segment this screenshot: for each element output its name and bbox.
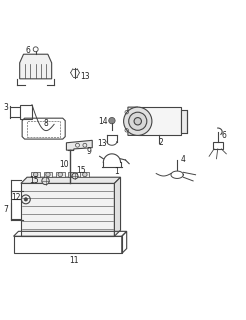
Circle shape (134, 117, 141, 125)
Text: 14: 14 (98, 117, 108, 126)
Text: 15: 15 (76, 166, 86, 175)
Bar (20, 105, 32, 119)
Text: 1: 1 (114, 167, 119, 176)
Bar (138, 107, 181, 135)
Text: 7: 7 (4, 205, 9, 214)
Circle shape (83, 172, 87, 177)
Circle shape (70, 172, 75, 177)
Text: 6: 6 (221, 131, 226, 140)
Text: 2: 2 (159, 138, 164, 147)
Circle shape (58, 172, 62, 177)
Bar (31, 172, 40, 177)
Text: 3: 3 (4, 103, 9, 112)
Bar (21, 183, 114, 236)
Text: 13: 13 (97, 139, 107, 148)
Text: 4: 4 (181, 156, 186, 164)
Polygon shape (114, 177, 121, 236)
Polygon shape (21, 177, 121, 183)
Text: 8: 8 (43, 119, 48, 128)
Text: 12: 12 (11, 193, 21, 202)
Circle shape (42, 177, 49, 185)
Bar (56, 172, 65, 177)
Circle shape (109, 117, 115, 124)
Bar (68, 172, 77, 177)
Bar (181, 110, 187, 132)
Text: 11: 11 (69, 256, 78, 265)
Text: 15: 15 (30, 176, 39, 185)
Bar (44, 172, 52, 177)
Circle shape (33, 172, 38, 177)
Circle shape (129, 112, 147, 130)
Circle shape (24, 198, 28, 201)
Bar (14, 236, 122, 253)
Circle shape (72, 173, 78, 179)
Polygon shape (125, 107, 138, 135)
Polygon shape (20, 54, 52, 79)
Circle shape (46, 172, 50, 177)
Bar (213, 141, 223, 149)
Bar (80, 172, 89, 177)
Polygon shape (66, 140, 92, 150)
Text: 13: 13 (80, 72, 90, 81)
Circle shape (124, 107, 152, 135)
Text: 9: 9 (86, 147, 91, 156)
Text: 6: 6 (26, 46, 31, 55)
Text: 10: 10 (59, 160, 69, 169)
